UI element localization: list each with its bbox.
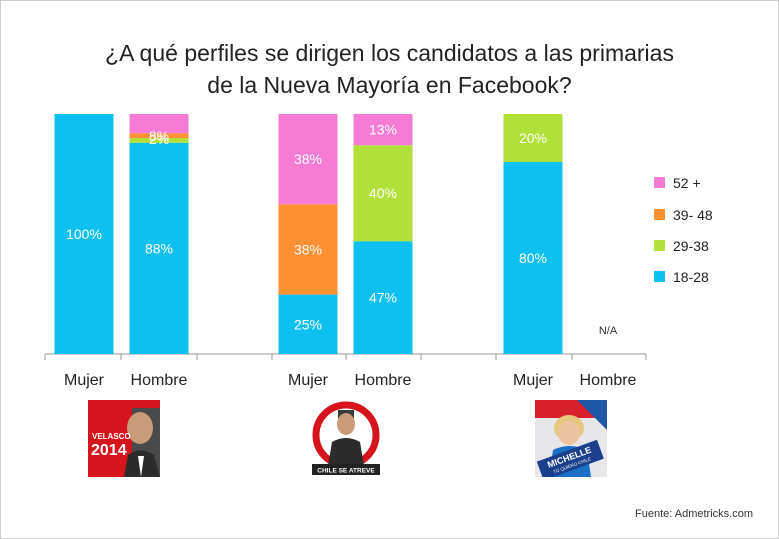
data-label-3-2: 13% [369, 122, 397, 138]
bar-1-2938 [129, 138, 189, 143]
data-label-0-0: 100% [66, 226, 102, 242]
legend-swatch-0 [654, 177, 665, 188]
legend-label-3: 18-28 [673, 269, 709, 285]
category-label-4: Mujer [513, 372, 554, 389]
data-label-1-1: 2% [149, 131, 169, 147]
velasco-logo-text-2: 2014 [91, 442, 127, 459]
legend-swatch-2 [654, 240, 665, 251]
data-label-4-1: 20% [519, 130, 547, 146]
data-label-1-2: 8% [149, 128, 169, 144]
parisi-logo: CHILE SE ATREVE [310, 400, 382, 477]
category-label-2: Mujer [288, 372, 329, 389]
data-label-4-0: 80% [519, 250, 547, 266]
bar-2-52 [278, 114, 338, 205]
bar-2-3948 [278, 204, 338, 295]
category-label-5: Hombre [580, 372, 637, 389]
data-label-2-1: 38% [294, 241, 322, 257]
bar-2-1828 [278, 294, 338, 354]
velasco-logo: VELASCO 2014 [88, 400, 160, 477]
source-note: Fuente: Admetricks.com [635, 508, 753, 520]
legend-label-1: 39- 48 [673, 207, 713, 223]
bachelet-logo: MICHELLE TÚ QUIERO CHILE [535, 400, 607, 477]
legend-label-2: 29-38 [673, 238, 709, 254]
na-label: N/A [599, 325, 618, 337]
data-label-3-0: 47% [369, 290, 397, 306]
bar-3-2938 [353, 145, 413, 242]
bar-3-52 [353, 114, 413, 146]
chart-title-line-2: de la Nueva Mayoría en Facebook? [207, 72, 572, 98]
bar-0-1828 [54, 114, 114, 354]
bar-1-3948 [129, 133, 189, 138]
category-label-0: Mujer [64, 372, 105, 389]
data-label-3-1: 40% [369, 185, 397, 201]
bar-1-52 [129, 114, 189, 134]
bar-4-1828 [503, 162, 563, 354]
bar-3-1828 [353, 241, 413, 354]
bar-1-1828 [129, 142, 189, 354]
legend-label-0: 52 + [673, 175, 701, 191]
data-label-2-2: 38% [294, 151, 322, 167]
bar-4-2938 [503, 114, 563, 162]
category-label-1: Hombre [131, 372, 188, 389]
data-label-2-0: 25% [294, 316, 322, 332]
stacked-bar-chart: 100% Mujer 88% 2%8% Hombre 25% 38% 38% Mujer 47% 4… [44, 114, 713, 389]
data-label-1-0: 88% [145, 240, 173, 256]
legend-swatch-3 [654, 271, 665, 282]
parisi-logo-text: CHILE SE ATREVE [317, 468, 375, 475]
legend-swatch-1 [654, 209, 665, 220]
chart-title-line-1: ¿A qué perfiles se dirigen los candidato… [105, 40, 674, 66]
velasco-logo-text-1: VELASCO [92, 432, 131, 441]
category-label-3: Hombre [355, 372, 412, 389]
